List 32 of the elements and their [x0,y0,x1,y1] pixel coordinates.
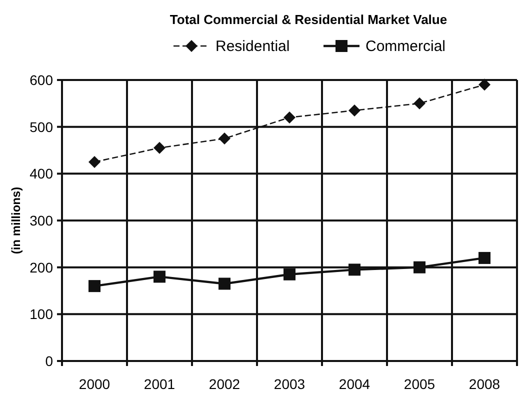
point [284,111,296,124]
point [348,104,360,116]
point [414,97,426,110]
point [154,142,166,154]
point [88,156,100,168]
y-tick-label: 500 [30,118,54,135]
y-tick-label: 100 [30,306,54,322]
point [218,278,230,290]
y-tick-label: 600 [30,72,54,88]
legend-label: Commercial [366,38,446,55]
point [414,261,426,274]
x-tick-label: 2003 [274,376,306,392]
y-axis-title: (in millions) [9,186,23,254]
point [478,78,490,91]
point [478,252,490,264]
x-tick-label: 2005 [404,376,436,392]
x-tick-label: 2002 [208,376,240,392]
y-tick-label: 300 [30,212,54,228]
point [88,280,100,292]
point [154,270,166,283]
chart-title: Total Commercial & Residential Market Value [170,12,448,27]
point [348,264,360,276]
y-tick-label: 0 [45,353,54,369]
y-tick-label: 400 [30,166,54,182]
legend-label: Residential [216,38,290,55]
x-tick-label: 2004 [338,376,370,392]
point [284,268,296,280]
x-tick-label: 2008 [468,376,500,392]
y-tick-label: 200 [30,259,54,276]
x-tick-label: 2000 [78,376,110,392]
point [218,132,230,145]
x-tick-label: 2001 [144,376,176,392]
